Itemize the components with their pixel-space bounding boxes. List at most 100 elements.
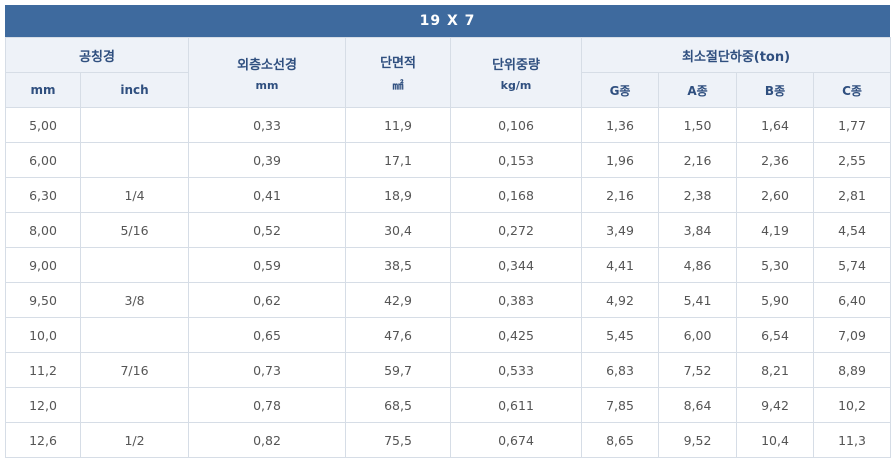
cell-mm: 12,0 [5,387,81,423]
header-c-grade: C종 [813,72,892,108]
cell-a-grade: 9,52 [658,422,738,458]
cell-unit-weight: 0,272 [450,212,583,248]
cell-unit-weight: 0,383 [450,282,583,318]
header-min-breaking-load: 최소절단하중(ton) [581,37,892,73]
cell-b-grade: 8,21 [736,352,815,388]
cell-a-grade: 5,41 [658,282,738,318]
table-row: 9,00 0,59 38,5 0,344 4,41 4,86 5,30 5,74 [5,247,892,283]
cell-g-grade: 2,16 [581,177,660,213]
cell-a-grade: 1,50 [658,107,738,143]
cell-mm: 5,00 [5,107,81,143]
cell-unit-weight: 0,533 [450,352,583,388]
cell-mm: 6,00 [5,142,81,178]
cell-a-grade: 4,86 [658,247,738,283]
cell-g-grade: 4,92 [581,282,660,318]
table-row: 11,2 7/16 0,73 59,7 0,533 6,83 7,52 8,21… [5,352,892,388]
cell-cross-section: 59,7 [345,352,452,388]
table-row: 6,00 0,39 17,1 0,153 1,96 2,16 2,36 2,55 [5,142,892,178]
cell-c-grade: 5,74 [813,247,892,283]
cell-cross-section: 42,9 [345,282,452,318]
header-unit-weight-unit: kg/m [500,78,532,92]
cell-mm: 10,0 [5,317,81,353]
cell-c-grade: 2,81 [813,177,892,213]
cell-outer-wire: 0,41 [188,177,347,213]
cell-unit-weight: 0,425 [450,317,583,353]
cell-unit-weight: 0,344 [450,247,583,283]
cell-inch [79,317,190,353]
header-nominal-diameter: 공칭경 [4,37,190,73]
cell-g-grade: 1,96 [581,142,660,178]
cell-mm: 11,2 [5,352,81,388]
cell-c-grade: 1,77 [813,107,892,143]
cell-cross-section: 30,4 [345,212,452,248]
header-outer-wire-diameter: 외층소선경 mm [188,37,347,108]
table-row: 10,0 0,65 47,6 0,425 5,45 6,00 6,54 7,09 [5,317,892,353]
cell-outer-wire: 0,59 [188,247,347,283]
cell-cross-section: 17,1 [345,142,452,178]
cell-mm: 6,30 [5,177,81,213]
cell-outer-wire: 0,73 [188,352,347,388]
cell-g-grade: 3,49 [581,212,660,248]
cell-b-grade: 2,60 [736,177,815,213]
header-cross-section-label: 단면적 [380,56,416,71]
cell-a-grade: 3,84 [658,212,738,248]
table-row: 12,0 0,78 68,5 0,611 7,85 8,64 9,42 10,2 [5,387,892,423]
header-a-grade: A종 [658,72,738,108]
header-unit-weight: 단위중량 kg/m [450,37,583,108]
cell-a-grade: 6,00 [658,317,738,353]
cell-outer-wire: 0,82 [188,422,347,458]
cell-unit-weight: 0,106 [450,107,583,143]
cell-unit-weight: 0,611 [450,387,583,423]
cell-outer-wire: 0,65 [188,317,347,353]
cell-unit-weight: 0,168 [450,177,583,213]
cell-cross-section: 38,5 [345,247,452,283]
cell-inch: 3/8 [79,282,190,318]
header-cross-section: 단면적 ㎟ [345,37,452,108]
header-outer-wire-unit: mm [255,78,279,92]
cell-mm: 9,00 [5,247,81,283]
cell-inch [79,387,190,423]
cell-inch [79,142,190,178]
table-header: 공칭경 외층소선경 mm 단면적 ㎟ 단위중량 kg/m 최소절단하중(ton)… [4,37,892,108]
cell-cross-section: 47,6 [345,317,452,353]
cell-inch: 5/16 [79,212,190,248]
cell-cross-section: 75,5 [345,422,452,458]
cell-g-grade: 1,36 [581,107,660,143]
spec-table-container: 19 X 7 공칭경 외층소선경 mm 단면적 ㎟ 단위중량 kg/m [4,5,892,458]
cell-g-grade: 6,83 [581,352,660,388]
cell-b-grade: 1,64 [736,107,815,143]
cell-outer-wire: 0,39 [188,142,347,178]
header-unit-weight-label: 단위중량 [492,57,540,73]
cell-b-grade: 9,42 [736,387,815,423]
cell-a-grade: 8,64 [658,387,738,423]
cell-unit-weight: 0,153 [450,142,583,178]
cell-a-grade: 2,16 [658,142,738,178]
cell-unit-weight: 0,674 [450,422,583,458]
cell-mm: 9,50 [5,282,81,318]
cell-outer-wire: 0,78 [188,387,347,423]
cell-cross-section: 68,5 [345,387,452,423]
cell-cross-section: 18,9 [345,177,452,213]
cell-b-grade: 2,36 [736,142,815,178]
cell-a-grade: 2,38 [658,177,738,213]
cell-c-grade: 6,40 [813,282,892,318]
cell-c-grade: 2,55 [813,142,892,178]
table-row: 9,50 3/8 0,62 42,9 0,383 4,92 5,41 5,90 … [5,282,892,318]
cell-outer-wire: 0,62 [188,282,347,318]
cell-g-grade: 5,45 [581,317,660,353]
table-row: 5,00 0,33 11,9 0,106 1,36 1,50 1,64 1,77 [5,107,892,143]
header-mm: mm [5,72,81,108]
header-cross-section-unit: ㎟ [392,79,404,92]
cell-c-grade: 10,2 [813,387,892,423]
table-row: 6,30 1/4 0,41 18,9 0,168 2,16 2,38 2,60 … [5,177,892,213]
cell-inch: 1/4 [79,177,190,213]
cell-b-grade: 5,90 [736,282,815,318]
cell-b-grade: 10,4 [736,422,815,458]
cell-g-grade: 7,85 [581,387,660,423]
table-title: 19 X 7 [5,5,890,37]
cell-cross-section: 11,9 [345,107,452,143]
cell-b-grade: 5,30 [736,247,815,283]
cell-mm: 12,6 [5,422,81,458]
table-row: 8,00 5/16 0,52 30,4 0,272 3,49 3,84 4,19… [5,212,892,248]
table-row: 12,6 1/2 0,82 75,5 0,674 8,65 9,52 10,4 … [5,422,892,458]
